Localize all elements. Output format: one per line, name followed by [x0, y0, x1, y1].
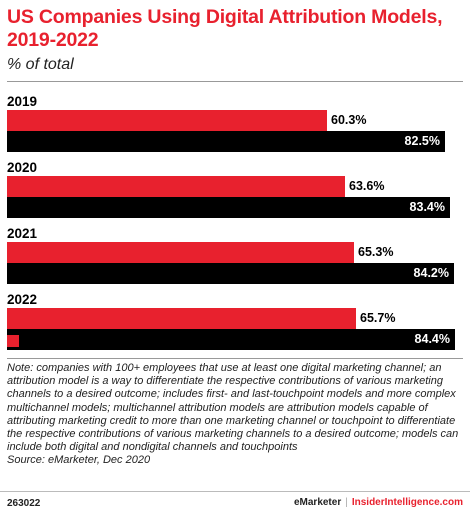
category-label-2019: 2019 — [7, 94, 37, 109]
value-label-digital-2021: 84.2% — [7, 263, 449, 284]
legend-swatch-multichannel — [7, 335, 19, 347]
legend-item-multichannel: Multichannel attribution models — [7, 334, 221, 349]
bar-multichannel-2019 — [7, 110, 327, 131]
source-text: Source: eMarketer, Dec 2020 — [7, 454, 465, 467]
value-label-multichannel-2019: 60.3% — [331, 110, 366, 131]
insider-intelligence-link[interactable]: InsiderIntelligence.com — [352, 497, 463, 508]
note-divider — [7, 358, 463, 359]
value-label-multichannel-2021: 65.3% — [358, 242, 393, 263]
top-divider — [7, 81, 463, 82]
category-label-2020: 2020 — [7, 160, 37, 175]
value-label-multichannel-2020: 63.6% — [349, 176, 384, 197]
chart-id: 263022 — [7, 498, 40, 509]
value-label-digital-2019: 82.5% — [7, 131, 440, 152]
chart-title: US Companies Using Digital Attribution M… — [7, 6, 457, 52]
category-label-2022: 2022 — [7, 292, 37, 307]
legend-item-digital: Digital attribution models — [234, 334, 409, 349]
legend-label-digital: Digital attribution models — [252, 334, 409, 349]
chart-subtitle: % of total — [7, 56, 74, 74]
note-text: Note: companies with 100+ employees that… — [7, 362, 465, 454]
bar-multichannel-2022 — [7, 308, 356, 329]
emarketer-logo-text: eMarketer — [294, 497, 341, 508]
value-label-digital-2020: 83.4% — [7, 197, 445, 218]
value-label-multichannel-2022: 65.7% — [360, 308, 395, 329]
chart-note: Note: companies with 100+ employees that… — [7, 362, 465, 468]
brand-separator: | — [345, 497, 348, 508]
category-label-2021: 2021 — [7, 226, 37, 241]
footer-divider — [0, 491, 470, 492]
footer-brand: eMarketer | InsiderIntelligence.com — [294, 497, 463, 508]
legend-label-multichannel: Multichannel attribution models — [25, 334, 221, 349]
legend-swatch-digital — [234, 335, 246, 347]
bar-multichannel-2020 — [7, 176, 345, 197]
bar-multichannel-2021 — [7, 242, 354, 263]
